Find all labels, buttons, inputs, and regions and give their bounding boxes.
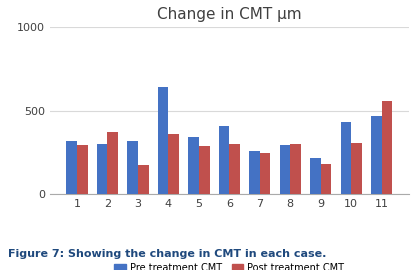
Text: Figure 7: Showing the change in CMT in each case.: Figure 7: Showing the change in CMT in e… bbox=[8, 249, 327, 259]
Bar bbox=[341, 122, 351, 194]
Bar bbox=[158, 87, 168, 194]
Bar bbox=[310, 158, 321, 194]
Bar bbox=[382, 101, 392, 194]
Bar bbox=[351, 143, 362, 194]
Bar bbox=[127, 141, 138, 194]
Bar bbox=[280, 145, 290, 194]
Title: Change in CMT μm: Change in CMT μm bbox=[157, 7, 301, 22]
Bar bbox=[229, 144, 240, 194]
Bar bbox=[260, 153, 271, 194]
Bar bbox=[290, 144, 301, 194]
Bar bbox=[219, 126, 229, 194]
Bar bbox=[168, 134, 179, 194]
Bar bbox=[249, 151, 260, 194]
Bar bbox=[108, 133, 118, 194]
Bar bbox=[371, 116, 382, 194]
Bar bbox=[77, 145, 88, 194]
Bar bbox=[97, 144, 108, 194]
Bar bbox=[188, 137, 199, 194]
Bar bbox=[199, 146, 210, 194]
Bar bbox=[66, 141, 77, 194]
Bar bbox=[321, 164, 332, 194]
Bar bbox=[138, 165, 148, 194]
Legend: Pre treatment CMT, Post treatment CMT: Pre treatment CMT, Post treatment CMT bbox=[111, 259, 348, 270]
